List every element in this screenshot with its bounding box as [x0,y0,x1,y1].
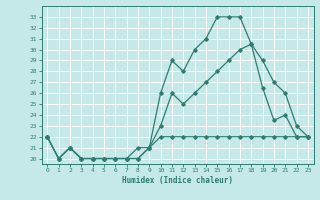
X-axis label: Humidex (Indice chaleur): Humidex (Indice chaleur) [122,176,233,185]
